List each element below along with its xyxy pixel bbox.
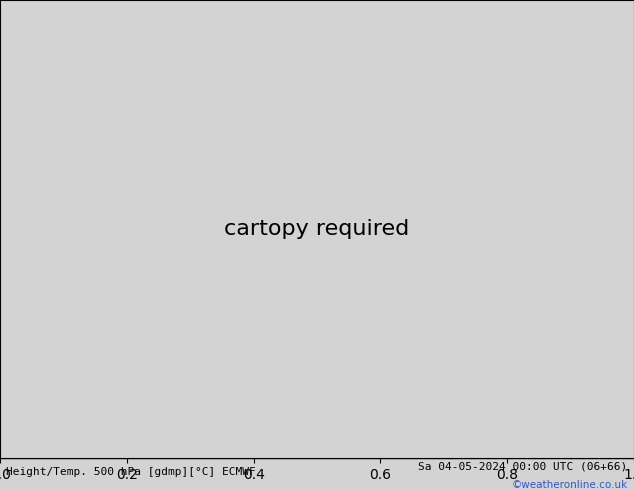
Text: ©weatheronline.co.uk: ©weatheronline.co.uk [512,480,628,490]
Text: cartopy required: cartopy required [224,219,410,239]
Text: Height/Temp. 500 hPa [gdmp][°C] ECMWF: Height/Temp. 500 hPa [gdmp][°C] ECMWF [6,467,256,477]
Text: Sa 04-05-2024 00:00 UTC (06+66): Sa 04-05-2024 00:00 UTC (06+66) [418,461,628,471]
